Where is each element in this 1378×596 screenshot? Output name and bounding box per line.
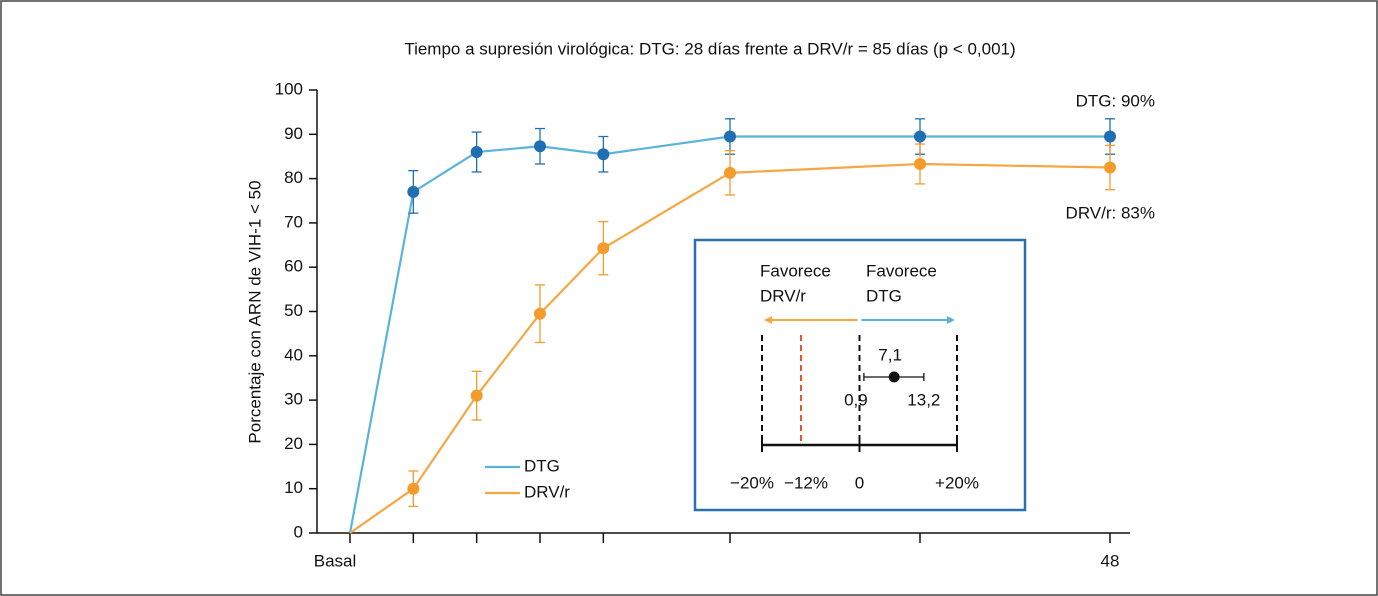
inset-right-label: DTG: [866, 286, 902, 305]
marker: [407, 482, 420, 495]
marker: [534, 307, 546, 320]
legend-label: DRV/r: [524, 482, 570, 501]
ci-label: 0,9: [844, 390, 868, 409]
chart-title: Tiempo a supresión virológica: DTG: 28 d…: [404, 39, 1015, 58]
end-label: DRV/r: 83%: [1066, 203, 1155, 222]
marker: [470, 389, 483, 402]
x-tick-label: Basal: [314, 551, 357, 570]
inset-left-label: Favorece: [760, 261, 831, 280]
legend-label: DTG: [524, 456, 560, 475]
estimate-point: [888, 371, 900, 383]
arrow-left-head: [764, 316, 772, 324]
end-label: DTG: 90%: [1076, 91, 1155, 110]
marker: [724, 130, 736, 143]
marker: [407, 185, 420, 198]
estimate-label: 7,1: [878, 345, 902, 364]
margin-label: −12%: [784, 473, 828, 492]
marker: [597, 148, 610, 161]
marker: [597, 242, 610, 255]
y-tick-label: 60: [284, 257, 303, 276]
y-tick-label: 100: [275, 79, 303, 98]
marker: [724, 166, 736, 179]
series-line: [349, 162, 1111, 534]
y-axis-label: Porcentaje con ARN de VIH-1 < 50: [245, 180, 264, 443]
y-tick-label: 50: [284, 301, 303, 320]
y-tick-label: 0: [294, 522, 303, 541]
y-tick-label: 90: [284, 124, 303, 143]
y-tick-label: 20: [284, 434, 303, 453]
inset-tick-label: +20%: [935, 473, 979, 492]
marker: [470, 146, 483, 159]
inset-left-label: DRV/r: [760, 286, 806, 305]
inset-right-label: Favorece: [866, 261, 937, 280]
y-tick-label: 30: [284, 390, 303, 409]
arrow-right-head: [947, 316, 955, 324]
y-tick-label: 40: [284, 345, 303, 364]
series-line: [348, 135, 1110, 534]
y-tick-label: 10: [284, 478, 303, 497]
y-tick-label: 70: [284, 212, 303, 231]
inset-tick-label: −20%: [730, 473, 774, 492]
inset-tick-label: 0: [855, 473, 864, 492]
marker: [1104, 161, 1116, 174]
marker: [914, 130, 926, 143]
ci-label: 13,2: [907, 390, 940, 409]
y-tick-label: 80: [284, 168, 303, 187]
marker: [534, 140, 546, 153]
x-tick-label: 48: [1101, 551, 1120, 570]
marker: [1104, 130, 1116, 143]
marker: [914, 157, 926, 170]
